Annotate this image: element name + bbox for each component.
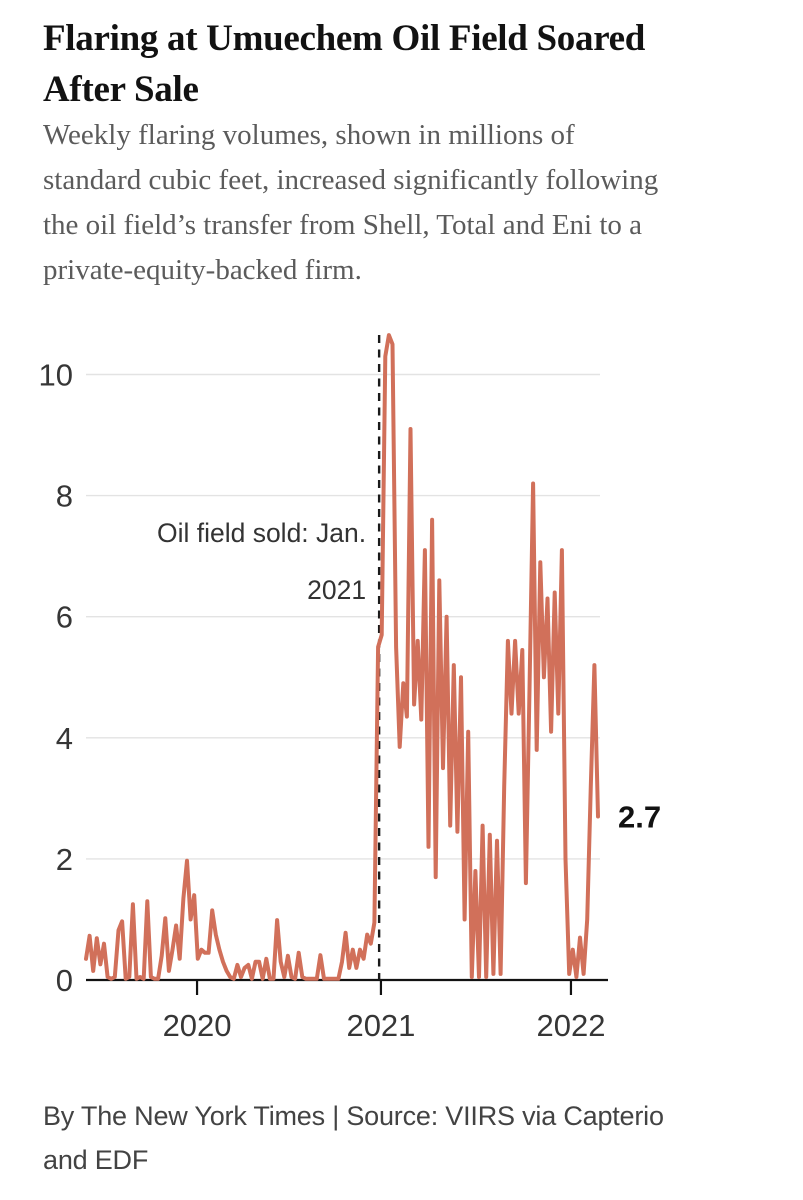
y-tick-label: 0 (56, 963, 73, 998)
chart-subtitle-line1: Weekly flaring volumes, shown in million… (43, 119, 575, 151)
byline-source-line1: By The New York Times | Source: VIIRS vi… (43, 1101, 664, 1131)
annotation-line1: Oil field sold: Jan. (157, 518, 366, 548)
flaring-line-chart: 0 2 4 6 8 10 2020 2021 2022 Oil field sold: Jan. 2… (39, 333, 661, 1043)
chart-title-line1: Flaring at Umuechem Oil Field Soared (43, 18, 646, 59)
x-tick-label: 2020 (163, 1008, 232, 1043)
chart-subtitle: Weekly flaring volumes, shown in million… (43, 113, 783, 293)
chart-subtitle-line4: private-equity-backed firm. (43, 254, 362, 286)
y-tick-label: 6 (56, 600, 73, 635)
chart-title-line2: After Sale (43, 69, 199, 110)
x-tick-label: 2022 (536, 1008, 605, 1043)
chart-subtitle-line2: standard cubic feet, increased significa… (43, 164, 659, 196)
chart-title: Flaring at Umuechem Oil Field Soared Aft… (43, 13, 783, 115)
end-value-label: 2.7 (618, 800, 661, 835)
y-tick-label: 2 (56, 842, 73, 877)
y-tick-label: 4 (56, 721, 73, 756)
chart-subtitle-line3: the oil field’s transfer from Shell, Tot… (43, 209, 643, 241)
annotation-line2: 2021 (307, 575, 366, 605)
chart-area: 0 2 4 6 8 10 2020 2021 2022 Oil field sold: Jan. 2… (0, 330, 803, 1050)
x-tick-label: 2021 (346, 1008, 415, 1043)
byline-source-line2: and EDF (43, 1145, 149, 1175)
flaring-series-line (84, 333, 600, 981)
y-tick-label: 10 (39, 358, 73, 393)
byline-source: By The New York Times | Source: VIIRS vi… (43, 1094, 783, 1182)
y-tick-label: 8 (56, 479, 73, 514)
